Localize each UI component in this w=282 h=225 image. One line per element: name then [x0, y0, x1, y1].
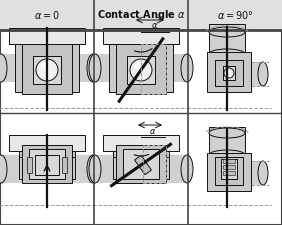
Bar [223, 165, 235, 169]
Bar [15, 44, 28, 92]
Bar [9, 135, 85, 151]
Text: $\alpha$: $\alpha$ [151, 22, 159, 31]
Bar [116, 145, 166, 183]
Bar [215, 157, 243, 185]
Ellipse shape [89, 54, 101, 82]
Bar [103, 28, 179, 44]
Circle shape [41, 63, 47, 70]
Bar [0, 0, 282, 30]
Bar [251, 161, 263, 185]
Ellipse shape [181, 54, 193, 82]
Bar [116, 44, 166, 94]
Bar [27, 157, 32, 173]
Bar [223, 159, 235, 163]
Bar [65, 157, 75, 179]
Bar [209, 127, 245, 155]
Bar [221, 159, 237, 179]
Circle shape [224, 68, 234, 78]
Ellipse shape [258, 62, 268, 86]
Bar [223, 171, 235, 175]
Ellipse shape [209, 27, 245, 37]
Bar [1, 54, 93, 82]
Circle shape [135, 63, 142, 70]
Bar [109, 44, 122, 92]
Bar [62, 157, 67, 173]
Bar [127, 56, 155, 84]
Bar [19, 157, 29, 179]
Ellipse shape [209, 49, 245, 59]
Ellipse shape [209, 128, 245, 138]
Bar [19, 151, 75, 157]
Ellipse shape [87, 54, 99, 82]
Text: $\alpha=0$: $\alpha=0$ [34, 9, 60, 21]
Bar [159, 157, 169, 179]
Bar [1, 155, 93, 183]
Bar [207, 153, 251, 191]
Bar [143, 145, 166, 183]
Bar [141, 44, 166, 94]
Ellipse shape [181, 155, 193, 183]
Bar [9, 28, 85, 44]
Bar [223, 66, 235, 80]
Ellipse shape [209, 150, 245, 160]
Ellipse shape [89, 155, 101, 183]
Bar [35, 155, 59, 175]
Bar [113, 157, 123, 179]
Bar [215, 60, 243, 86]
Bar [113, 151, 169, 157]
Text: $\alpha$: $\alpha$ [149, 126, 157, 135]
Ellipse shape [0, 155, 7, 183]
Polygon shape [135, 155, 151, 175]
Bar [22, 145, 72, 183]
Ellipse shape [258, 161, 268, 185]
Text: Contact Angle $\alpha$: Contact Angle $\alpha$ [96, 8, 186, 22]
Bar [29, 149, 65, 179]
Bar [123, 149, 159, 179]
Bar [207, 52, 251, 92]
Text: $\alpha=90°$: $\alpha=90°$ [217, 9, 253, 21]
Bar [160, 44, 173, 92]
Bar [95, 155, 187, 183]
Ellipse shape [0, 54, 7, 82]
Bar [95, 54, 187, 82]
Bar [209, 24, 245, 54]
Bar [33, 56, 61, 84]
Bar [251, 62, 263, 86]
Bar [103, 135, 179, 151]
Circle shape [130, 59, 152, 81]
Ellipse shape [87, 155, 99, 183]
Bar [66, 44, 79, 92]
Bar [22, 44, 72, 94]
Circle shape [36, 59, 58, 81]
